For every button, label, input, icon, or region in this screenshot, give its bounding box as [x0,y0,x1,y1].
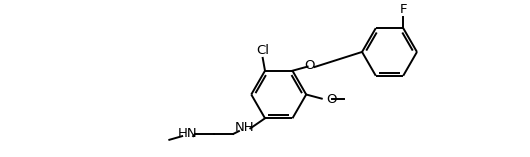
Text: O: O [305,59,315,72]
Text: Cl: Cl [256,44,269,57]
Text: O: O [326,93,337,106]
Text: NH: NH [235,121,254,134]
Text: HN: HN [178,127,198,140]
Text: F: F [400,3,407,16]
